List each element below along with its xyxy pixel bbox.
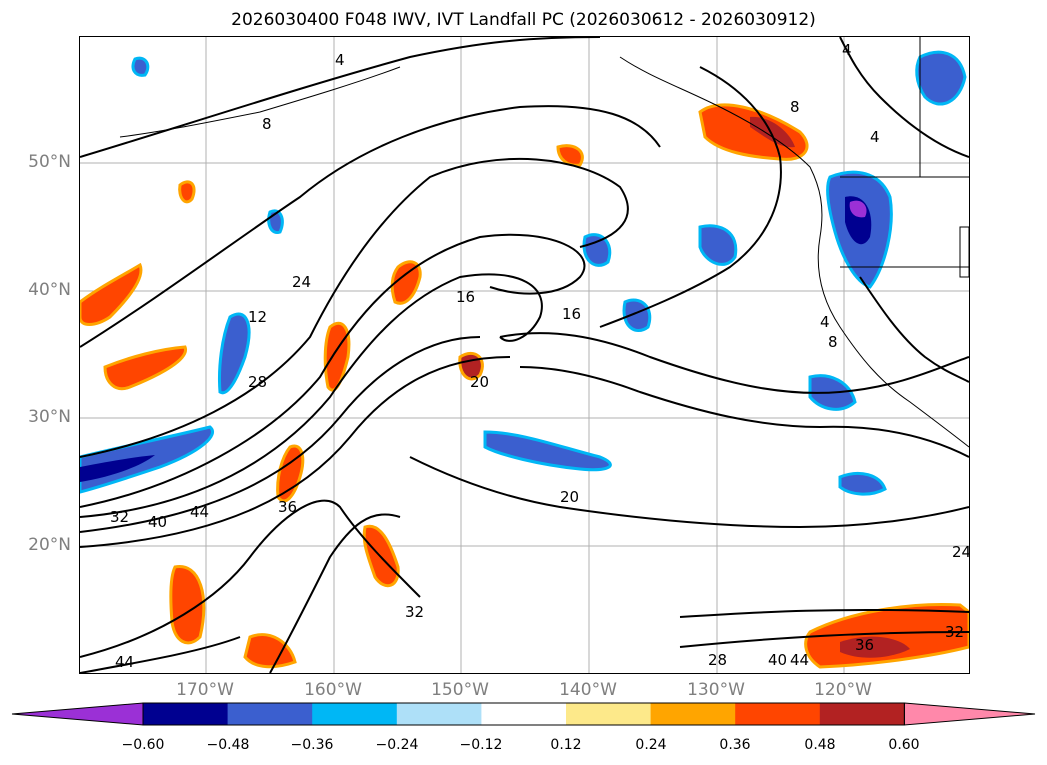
contour-label: 8 — [790, 98, 800, 116]
colorbar-tick-label: −0.60 — [121, 737, 165, 753]
contour-labels: 4 4 8 8 4 4 12 24 28 16 16 20 20 32 40 4… — [110, 41, 969, 671]
contour-label: 40 — [768, 651, 787, 669]
colorbar-segment — [396, 703, 482, 725]
map-panel: 4 4 8 8 4 4 12 24 28 16 16 20 20 32 40 4… — [79, 36, 970, 674]
negative-anomaly-patches — [80, 50, 967, 496]
contour-label: 28 — [248, 373, 267, 391]
lat-label-20n: 20°N — [28, 535, 71, 555]
colorbar-outline — [142, 702, 905, 726]
contour-label: 36 — [855, 636, 874, 654]
map-title: 2026030400 F048 IWV, IVT Landfall PC (20… — [231, 10, 816, 30]
colorbar-extend-low — [11, 702, 144, 726]
contour-label: 8 — [262, 115, 272, 133]
colorbar-segment — [227, 703, 313, 725]
colorbar-tick-label: 0.48 — [804, 737, 836, 753]
contour-label: 12 — [248, 308, 267, 326]
contour-label: 36 — [278, 498, 297, 516]
lon-label-170w: 170°W — [176, 680, 234, 700]
lon-label-150w: 150°W — [431, 680, 489, 700]
contour-label: 8 — [828, 333, 838, 351]
contour-label: 32 — [405, 603, 424, 621]
lat-label-30n: 30°N — [28, 407, 71, 427]
iwv-contours — [80, 37, 969, 673]
colorbar-tick-label: 0.36 — [719, 737, 751, 753]
lon-label-160w: 160°W — [304, 680, 362, 700]
colorbar-segment — [143, 703, 229, 725]
colorbar-segment — [481, 703, 567, 725]
lat-label-40n: 40°N — [28, 280, 71, 300]
colorbar-tick-label: −0.36 — [290, 737, 334, 753]
colorbar-segment — [650, 703, 736, 725]
coastlines — [119, 37, 969, 448]
colorbar-tick-label: 0.24 — [635, 737, 667, 753]
contour-label: 28 — [708, 651, 727, 669]
contour-label: 4 — [870, 128, 880, 146]
lon-label-120w: 120°W — [814, 680, 872, 700]
colorbar-segment — [312, 703, 398, 725]
colorbar-segment — [735, 703, 821, 725]
colorbar-tick-label: −0.12 — [459, 737, 503, 753]
colorbar-segment — [819, 703, 905, 725]
contour-label: 20 — [470, 373, 489, 391]
colorbar-tick-label: −0.24 — [375, 737, 419, 753]
colorbar — [11, 702, 1036, 726]
colorbar-extend-high — [903, 702, 1036, 726]
contour-label: 44 — [190, 503, 209, 521]
colorbar-tick-label: 0.12 — [550, 737, 582, 753]
contour-label: 16 — [456, 288, 475, 306]
gridlines — [80, 37, 969, 673]
colorbar-segments — [11, 702, 1036, 726]
contour-label: 4 — [820, 313, 830, 331]
colorbar-tick-label: −0.48 — [206, 737, 250, 753]
contour-label: 4 — [335, 51, 345, 69]
colorbar-segment — [566, 703, 652, 725]
contour-label: 44 — [115, 653, 134, 671]
lon-label-140w: 140°W — [559, 680, 617, 700]
positive-anomaly-patches — [80, 103, 969, 669]
contour-label: 4 — [842, 41, 852, 59]
contour-label: 20 — [560, 488, 579, 506]
contour-label: 24 — [952, 543, 969, 561]
colorbar-tick-label: 0.60 — [888, 737, 920, 753]
contour-label: 16 — [562, 305, 581, 323]
lon-label-130w: 130°W — [687, 680, 745, 700]
contour-label: 44 — [790, 651, 809, 669]
contour-label: 40 — [148, 513, 167, 531]
lat-label-50n: 50°N — [28, 152, 71, 172]
contour-label: 32 — [945, 623, 964, 641]
contour-label: 24 — [292, 273, 311, 291]
map-canvas: 4 4 8 8 4 4 12 24 28 16 16 20 20 32 40 4… — [80, 37, 969, 673]
contour-label: 32 — [110, 508, 129, 526]
